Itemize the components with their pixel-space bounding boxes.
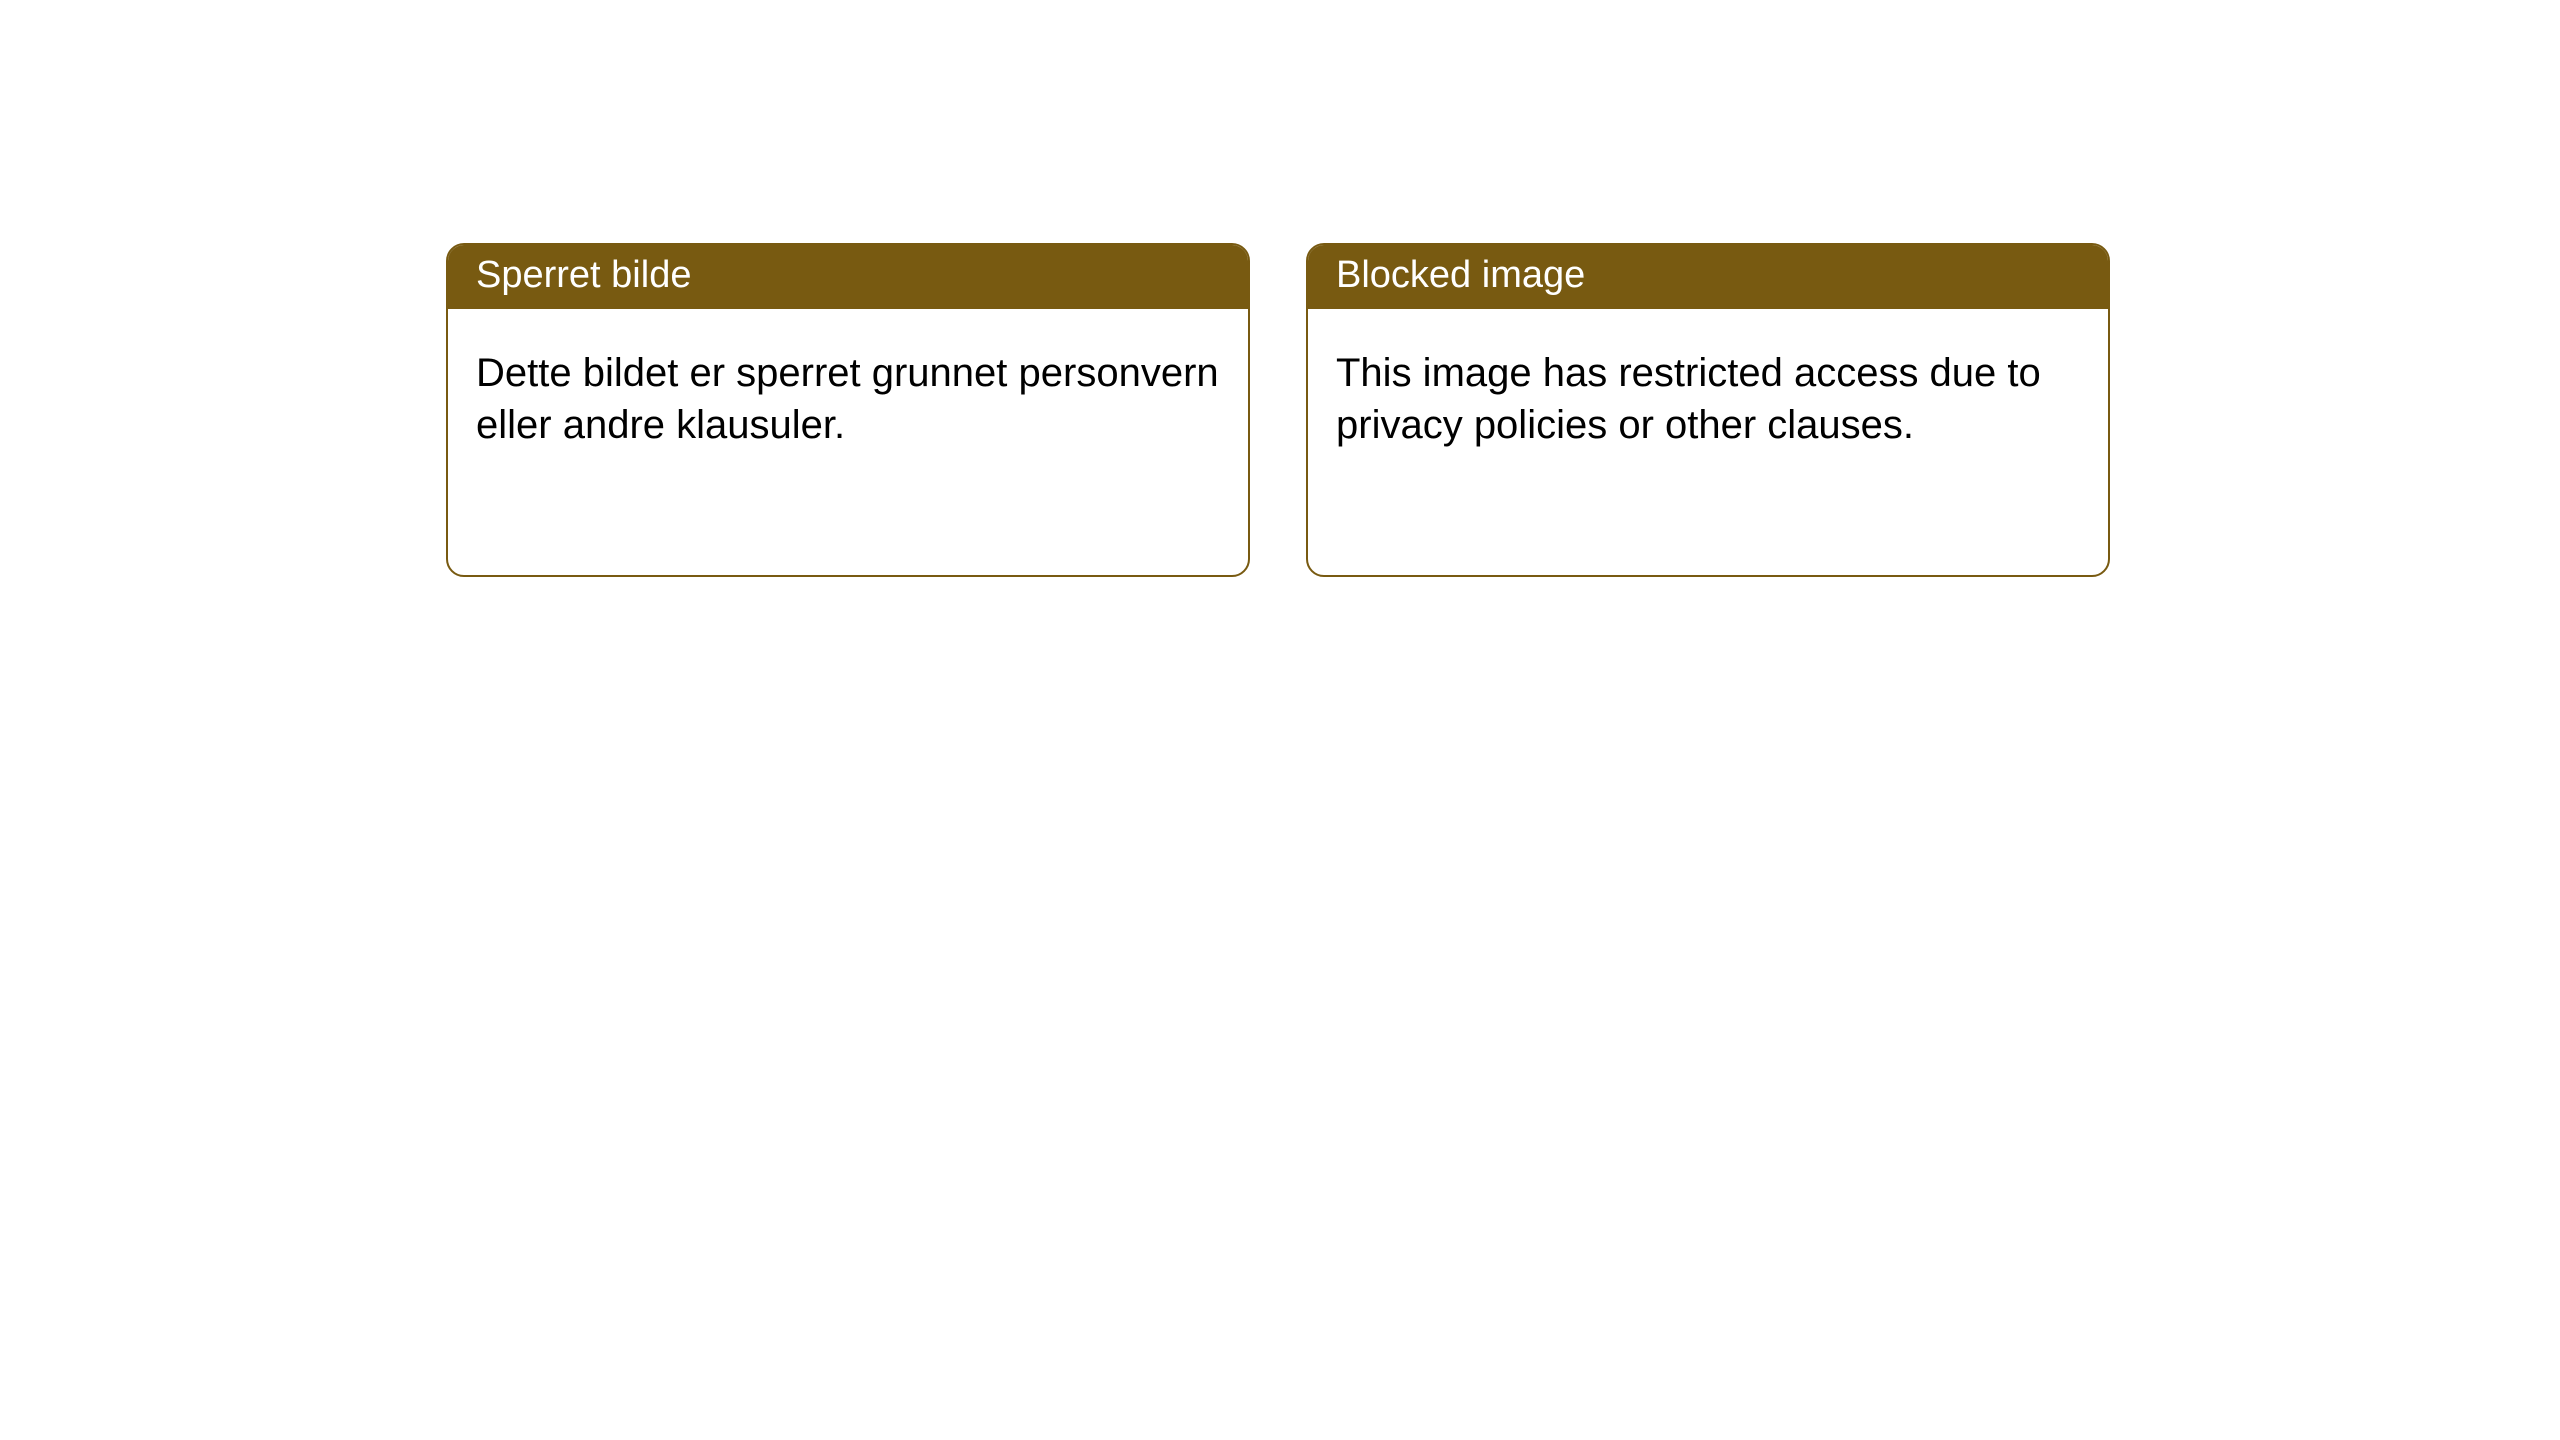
card-text-no: Dette bildet er sperret grunnet personve…: [476, 351, 1219, 447]
card-body-en: This image has restricted access due to …: [1308, 309, 2108, 479]
card-header-no: Sperret bilde: [448, 245, 1248, 309]
card-title-no: Sperret bilde: [476, 254, 691, 296]
blocked-image-card-no: Sperret bilde Dette bildet er sperret gr…: [446, 243, 1250, 577]
notice-container: Sperret bilde Dette bildet er sperret gr…: [0, 0, 2560, 577]
card-text-en: This image has restricted access due to …: [1336, 351, 2041, 447]
card-header-en: Blocked image: [1308, 245, 2108, 309]
card-body-no: Dette bildet er sperret grunnet personve…: [448, 309, 1248, 479]
card-title-en: Blocked image: [1336, 254, 1585, 296]
blocked-image-card-en: Blocked image This image has restricted …: [1306, 243, 2110, 577]
